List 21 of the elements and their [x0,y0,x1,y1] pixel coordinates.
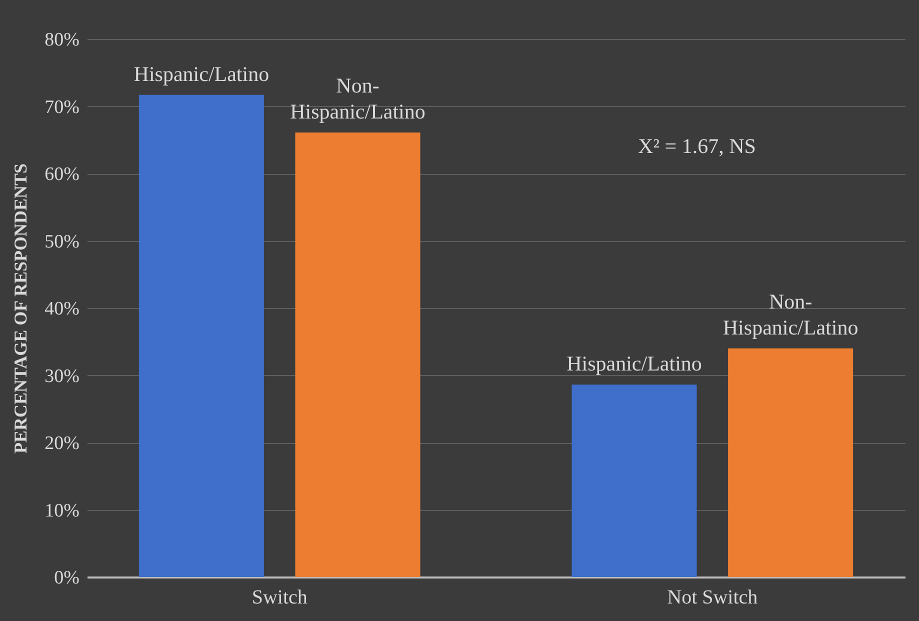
y-tick-label: 70% [44,96,80,118]
annotation: X² = 1.67, NS [638,134,756,158]
y-tick-label: 20% [44,433,80,454]
y-tick-label: 0% [54,568,80,588]
text: Non-Hispanic/Latino [722,289,858,340]
bar [572,384,697,577]
y-tick-label: 60% [44,164,80,185]
y-tick-label: 40% [44,298,80,320]
text: Hispanic/Latino [566,352,702,376]
series-label: Hispanic/Latino [134,62,270,86]
series-label: Non-Hispanic/Latino [290,73,426,124]
bar [295,132,420,577]
y-tick-label: 10% [44,500,80,522]
y-tick-label: 30% [44,366,80,387]
bar [138,94,264,577]
y-tick-label: 80% [44,30,80,50]
x-tick-label: Not Switch [667,586,758,608]
y-tick-label: 50% [44,231,80,252]
bar [728,348,854,577]
y-axis-title: PERCENTAGE OF RESPONDENTS [10,163,31,454]
x-tick-label: Switch [252,586,308,608]
